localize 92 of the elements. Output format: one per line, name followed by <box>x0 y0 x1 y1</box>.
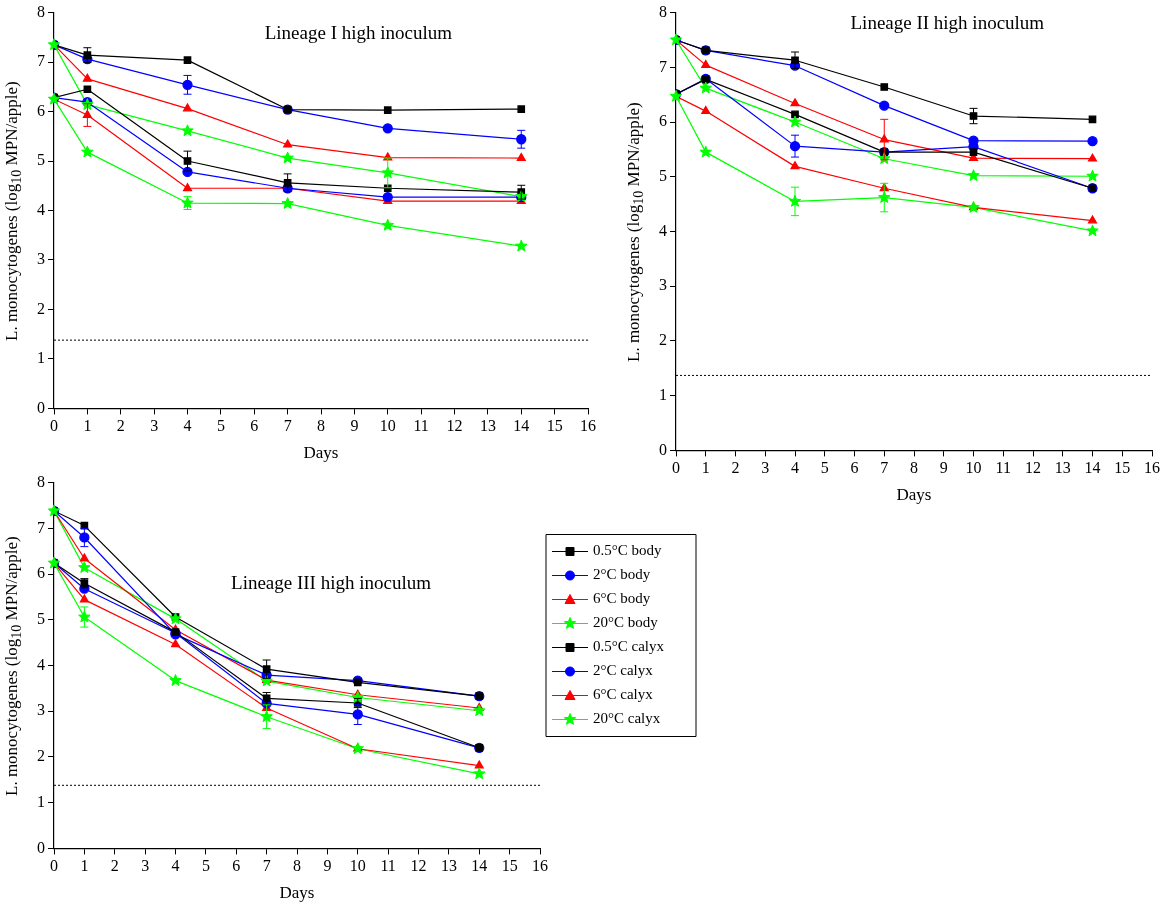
x-tick-label: 0 <box>50 857 58 875</box>
legend-label: 2°C body <box>593 566 651 583</box>
x-tick-label: 12 <box>410 857 427 875</box>
x-tick-label: 11 <box>413 417 429 435</box>
x-tick-label: 15 <box>501 857 518 875</box>
text: Lineage I high inoculum <box>264 22 453 44</box>
x-tick-label: 5 <box>820 459 829 477</box>
x-tick-label: 7 <box>283 417 292 435</box>
x-tick-label: 1 <box>83 417 92 435</box>
x-axis-title: Days <box>896 485 932 505</box>
x-tick-label: 2 <box>116 417 125 435</box>
x-tick-label: 9 <box>323 857 332 875</box>
y-tick-label: 4 <box>659 221 667 239</box>
y-tick-label: 0 <box>659 440 667 458</box>
x-tick-label: 5 <box>216 417 225 435</box>
x-tick-label: 4 <box>183 417 192 435</box>
legend-label: 6°C calyx <box>593 686 654 703</box>
x-tick-label: 2 <box>731 459 740 477</box>
y-tick-label: 4 <box>37 200 45 218</box>
x-tick-label: 3 <box>150 417 159 435</box>
x-tick-label: 15 <box>546 417 563 435</box>
x-tick-label: 14 <box>471 857 488 875</box>
y-tick-label: 8 <box>659 2 667 20</box>
chart-title: Lineage II high inoculum <box>850 12 1045 34</box>
x-tick-label: 12 <box>1025 459 1041 477</box>
x-tick-label: 16 <box>532 857 548 875</box>
x-tick-label: 13 <box>479 417 496 435</box>
x-tick-label: 9 <box>939 459 948 477</box>
y-tick-label: 3 <box>659 276 667 294</box>
y-tick-label: 5 <box>659 166 667 184</box>
x-tick-label: 8 <box>317 417 325 435</box>
y-tick-label: 8 <box>37 472 45 490</box>
legend-label: 2°C calyx <box>593 662 654 679</box>
x-tick-label: 11 <box>995 459 1011 477</box>
y-tick-label: 7 <box>37 52 45 70</box>
x-tick-label: 10 <box>349 857 366 875</box>
x-axis-title: Days <box>279 883 315 903</box>
y-tick-label: 2 <box>659 331 667 349</box>
legend-label: 20°C body <box>593 614 659 631</box>
x-tick-label: 6 <box>250 417 259 435</box>
x-tick-label: 13 <box>440 857 457 875</box>
x-tick-label: 11 <box>380 857 396 875</box>
x-tick-label: 4 <box>171 857 180 875</box>
x-tick-label: 8 <box>910 459 918 477</box>
x-tick-label: 6 <box>232 857 241 875</box>
y-tick-label: 6 <box>37 101 45 119</box>
y-tick-label: 3 <box>37 701 45 719</box>
x-tick-label: 9 <box>350 417 359 435</box>
x-tick-label: 0 <box>50 417 58 435</box>
y-tick-label: 1 <box>659 385 667 403</box>
y-tick-label: 5 <box>37 151 45 169</box>
x-tick-label: 13 <box>1054 459 1071 477</box>
x-tick-label: 15 <box>1114 459 1131 477</box>
x-tick-label: 12 <box>446 417 463 435</box>
legend-label: 0.5°C body <box>593 542 662 559</box>
x-tick-label: 1 <box>701 459 710 477</box>
y-tick-label: 4 <box>37 655 45 673</box>
x-tick-label: 16 <box>1144 459 1160 477</box>
y-tick-label: 6 <box>659 112 667 130</box>
x-tick-label: 2 <box>110 857 119 875</box>
y-tick-label: 3 <box>37 250 45 268</box>
y-tick-label: 7 <box>659 57 667 75</box>
x-tick-label: 1 <box>80 857 89 875</box>
y-tick-label: 7 <box>37 518 45 536</box>
y-tick-label: 2 <box>37 747 45 765</box>
x-tick-label: 7 <box>262 857 271 875</box>
y-tick-label: 1 <box>37 792 45 810</box>
x-tick-label: 14 <box>1084 459 1101 477</box>
y-tick-label: 0 <box>37 838 45 856</box>
x-tick-label: 7 <box>880 459 889 477</box>
legend-label: 0.5°C calyx <box>593 638 665 655</box>
x-tick-label: 6 <box>850 459 859 477</box>
y-tick-label: 1 <box>37 349 45 367</box>
legend-label: 20°C calyx <box>593 710 661 727</box>
x-tick-label: 0 <box>672 459 680 477</box>
x-tick-label: 10 <box>965 459 982 477</box>
legend-label: 6°C body <box>593 590 651 607</box>
x-tick-label: 14 <box>513 417 530 435</box>
y-tick-label: 5 <box>37 609 45 627</box>
x-tick-label: 10 <box>379 417 396 435</box>
x-tick-label: 4 <box>791 459 799 477</box>
x-tick-label: 3 <box>141 857 150 875</box>
y-tick-label: 0 <box>37 398 45 416</box>
y-tick-label: 8 <box>37 2 45 20</box>
y-tick-label: 2 <box>37 299 45 317</box>
y-tick-label: 6 <box>37 564 45 582</box>
x-tick-label: 8 <box>293 857 301 875</box>
x-tick-label: 3 <box>761 459 770 477</box>
x-axis-title: Days <box>303 443 339 463</box>
text: Lineage III high inoculum <box>231 571 432 593</box>
x-tick-label: 16 <box>580 417 596 435</box>
x-tick-label: 5 <box>201 857 210 875</box>
